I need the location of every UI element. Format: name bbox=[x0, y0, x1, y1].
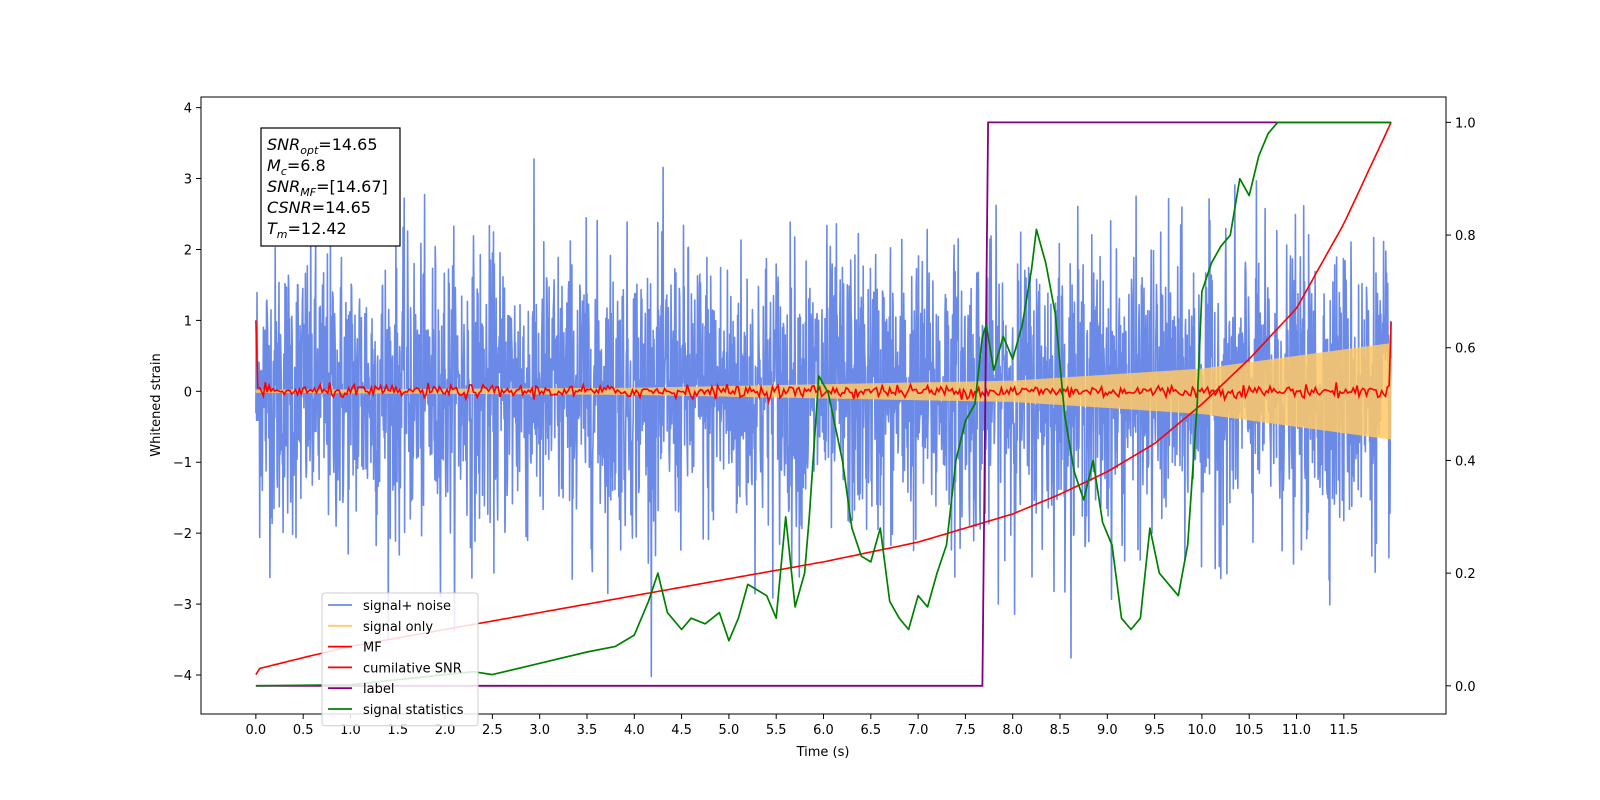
x-tick-label: 3.5 bbox=[577, 723, 598, 738]
x-tick-label: 4.0 bbox=[624, 723, 645, 738]
x-tick-label: 6.0 bbox=[813, 723, 834, 738]
annotation-frame bbox=[260, 127, 401, 247]
x-tick-label: 5.5 bbox=[766, 723, 787, 738]
legend-entry: signal only bbox=[363, 620, 433, 635]
x-tick-label: 11.5 bbox=[1329, 723, 1358, 738]
x-tick-label: 6.5 bbox=[860, 723, 881, 738]
x-tick-label: 11.0 bbox=[1282, 723, 1311, 738]
y-axis-label: Whitened strain bbox=[149, 353, 164, 456]
y2-tick-label: 1.0 bbox=[1455, 116, 1476, 131]
x-tick-label: 9.5 bbox=[1144, 723, 1165, 738]
x-tick-label: 5.0 bbox=[719, 723, 740, 738]
annotation-line: Mc=6.8 bbox=[267, 156, 326, 178]
y-tick-label: −2 bbox=[173, 527, 192, 542]
annotation-line: Tm=12.42 bbox=[267, 219, 347, 241]
x-tick-label: 2.0 bbox=[435, 723, 456, 738]
x-tick-label: 0.5 bbox=[293, 723, 314, 738]
annotation-line: SNRMF=[14.67] bbox=[267, 177, 388, 199]
y-tick-label: 1 bbox=[184, 314, 192, 329]
y2-tick-label: 0.8 bbox=[1455, 229, 1476, 244]
annotation-box: SNRopt=14.65Mc=6.8SNRMF=[14.67]CSNR=14.6… bbox=[260, 127, 401, 247]
legend-entry: signal statistics bbox=[363, 703, 464, 718]
x-tick-label: 10.5 bbox=[1235, 723, 1264, 738]
series-mf bbox=[255, 320, 1392, 406]
x-tick-label: 7.5 bbox=[955, 723, 976, 738]
x-tick-label: 1.0 bbox=[340, 723, 361, 738]
y-tick-label: 0 bbox=[184, 385, 192, 400]
x-tick-label: 2.5 bbox=[482, 723, 503, 738]
series-label bbox=[255, 121, 1392, 687]
annotation-line: SNRopt=14.65 bbox=[267, 135, 378, 157]
x-tick-label: 9.0 bbox=[1097, 723, 1118, 738]
x-tick-label: 8.5 bbox=[1050, 723, 1071, 738]
y-tick-label: 4 bbox=[184, 102, 192, 117]
legend-frame bbox=[321, 592, 479, 727]
x-axis-label: Time (s) bbox=[796, 745, 850, 760]
legend-entry: label bbox=[363, 682, 394, 697]
y-tick-label: −4 bbox=[173, 669, 192, 684]
y2-tick-label: 0.0 bbox=[1455, 680, 1476, 695]
y-tick-label: −3 bbox=[173, 598, 192, 613]
x-tick-label: 4.5 bbox=[671, 723, 692, 738]
series-signal-statistics bbox=[255, 121, 1392, 687]
y-tick-label: 3 bbox=[184, 173, 192, 188]
y-tick-label: 2 bbox=[184, 243, 192, 258]
x-tick-label: 10.0 bbox=[1187, 723, 1216, 738]
x-tick-label: 8.0 bbox=[1002, 723, 1023, 738]
x-tick-label: 3.0 bbox=[529, 723, 550, 738]
x-tick-label: 0.0 bbox=[246, 723, 267, 738]
y-tick-label: −1 bbox=[173, 456, 192, 471]
legend-entry: cumilative SNR bbox=[363, 661, 462, 676]
axes-layer: 0.0 0.5 1.0 1.5 2.0 2.5 3.0 3.5 4.0 4.5 5.0 5.5 6.0 6… bbox=[173, 102, 1476, 738]
annotation-line: CSNR=14.65 bbox=[267, 198, 371, 217]
legend-entry: MF bbox=[363, 641, 382, 656]
y2-tick-label: 0.2 bbox=[1455, 567, 1476, 582]
legend: signal+ noise signal only MF cumilative SNR… bbox=[321, 592, 479, 727]
legend-entry: signal+ noise bbox=[363, 599, 451, 614]
x-tick-label: 1.5 bbox=[387, 723, 408, 738]
y2-tick-label: 0.6 bbox=[1455, 342, 1476, 357]
x-tick-label: 7.0 bbox=[908, 723, 929, 738]
y2-tick-label: 0.4 bbox=[1455, 454, 1476, 469]
